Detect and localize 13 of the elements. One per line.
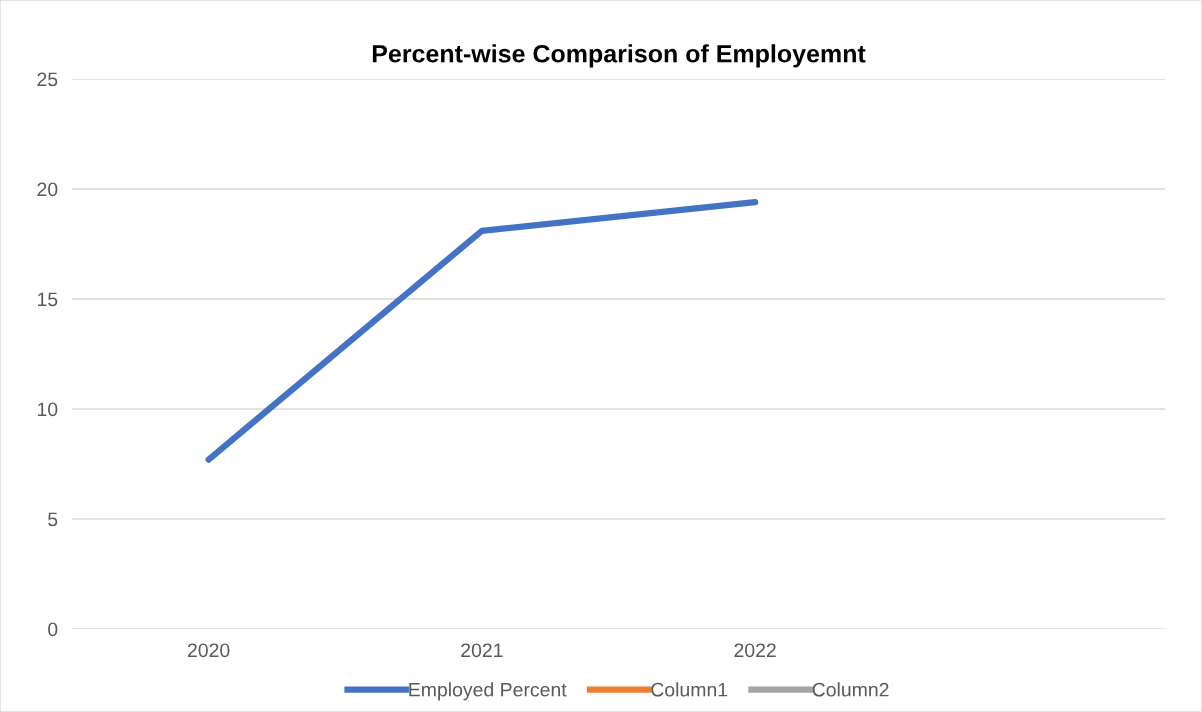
y-tick-label: 10: [37, 402, 58, 417]
y-tick-label: 15: [37, 292, 58, 307]
legend-label: Column2: [812, 682, 889, 697]
y-tick-label: 0: [48, 622, 58, 637]
x-tick-label: 2020: [187, 643, 230, 658]
chart-title: Percent-wise Comparison of Employemnt: [372, 44, 866, 68]
legend-label: Employed Percent: [409, 682, 567, 701]
y-tick-label: 25: [37, 72, 58, 87]
x-tick-label: 2021: [461, 643, 503, 658]
y-tick-label: 5: [48, 512, 58, 527]
legend-label: Column1: [651, 682, 728, 697]
x-tick-label: 2022: [734, 643, 776, 658]
y-tick-label: 20: [37, 182, 58, 197]
